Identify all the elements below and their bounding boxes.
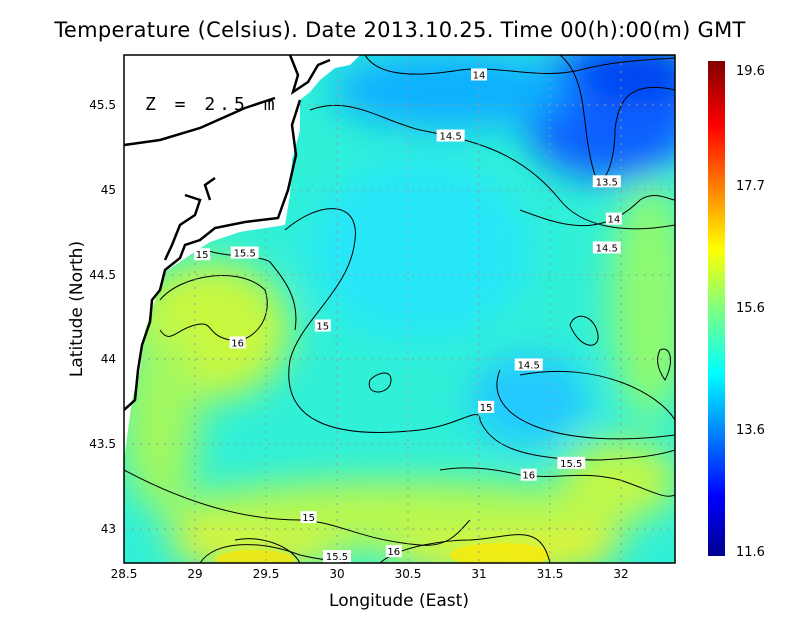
colorbar-label: 17.7 — [736, 179, 765, 194]
plot-frame — [123, 54, 676, 564]
y-tick: 45.5 — [89, 98, 116, 112]
contour-label-bg — [385, 545, 402, 558]
y-tick: 43 — [101, 522, 116, 536]
contour-label: 14 — [608, 215, 621, 226]
y-tick: 44 — [101, 352, 116, 366]
x-tick: 31.5 — [537, 567, 564, 581]
colorbar: 19.6 17.7 15.6 13.6 11.6 — [708, 61, 765, 560]
contour-label: 15 — [302, 513, 315, 524]
map-title: Temperature (Celsius). Date 2013.10.25. … — [54, 18, 746, 42]
contour-label: 15.5 — [326, 552, 348, 563]
colorbar-label: 11.6 — [736, 545, 765, 560]
contour-label: 13.5 — [596, 177, 618, 188]
contour-label-group: 14 14.5 13.5 14 14.5 15 15.5 15 16 14.5 15 15.5 16 15… — [194, 68, 622, 563]
contour-lines — [124, 55, 675, 563]
x-axis: 28.5 29 29.5 30 30.5 31 31.5 32 Longitud… — [111, 567, 629, 611]
contour-label-bg — [194, 248, 211, 261]
contour-label-bg — [592, 241, 621, 254]
x-tick: 30 — [329, 567, 344, 581]
x-tick: 30.5 — [395, 567, 422, 581]
colorbar-label: 13.6 — [736, 423, 765, 438]
x-tick: 29.5 — [253, 567, 280, 581]
contour-label: 16 — [387, 547, 400, 558]
contour-label-bg — [520, 468, 537, 481]
contour-label: 16 — [231, 338, 244, 349]
y-axis-label: Latitude (North) — [67, 241, 87, 377]
y-axis: 43 43.5 44 44.5 45 45.5 Latitude (North) — [67, 98, 116, 536]
x-tick: 31 — [471, 567, 486, 581]
y-tick: 43.5 — [89, 437, 116, 451]
contour-label: 14.5 — [596, 243, 618, 254]
contour-label: 15 — [196, 250, 209, 261]
x-axis-label: Longitude (East) — [329, 591, 469, 611]
contour-label: 15.5 — [560, 459, 582, 470]
coastline — [124, 55, 331, 411]
contour-label: 15 — [316, 321, 329, 332]
contour-label: 14.5 — [439, 132, 461, 143]
contour-label-bg — [300, 511, 317, 524]
x-tick: 29 — [187, 567, 202, 581]
contour-label-bg — [314, 319, 331, 332]
colorbar-gradient — [708, 61, 725, 556]
contour-label: 14.5 — [518, 360, 540, 371]
contour-label: 14 — [473, 70, 486, 81]
colorbar-label: 19.6 — [736, 64, 765, 79]
contour-label-bg — [229, 336, 246, 349]
temperature-field — [124, 55, 675, 563]
contour-label-bg — [230, 246, 259, 259]
contour-label: 15 — [480, 403, 493, 414]
contour-label: 15.5 — [234, 249, 256, 260]
contour-label-bg — [478, 400, 495, 413]
colorbar-label: 15.6 — [736, 301, 765, 316]
land-mass — [124, 55, 360, 460]
x-tick: 32 — [613, 567, 628, 581]
coastline-inner — [163, 176, 216, 261]
y-tick: 45 — [101, 183, 116, 197]
y-tick: 44.5 — [89, 268, 116, 282]
contour-label: 16 — [522, 471, 535, 482]
contour-label-bg — [436, 129, 465, 142]
contour-label-bg — [592, 175, 621, 188]
contour-label-bg — [514, 358, 543, 371]
x-tick: 28.5 — [111, 567, 138, 581]
contour-label-bg — [557, 456, 586, 469]
depth-label: Z = 2.5 m — [145, 94, 279, 115]
contour-label-bg — [323, 550, 351, 563]
contour-label-bg — [605, 212, 622, 225]
contour-label-bg — [471, 68, 487, 81]
